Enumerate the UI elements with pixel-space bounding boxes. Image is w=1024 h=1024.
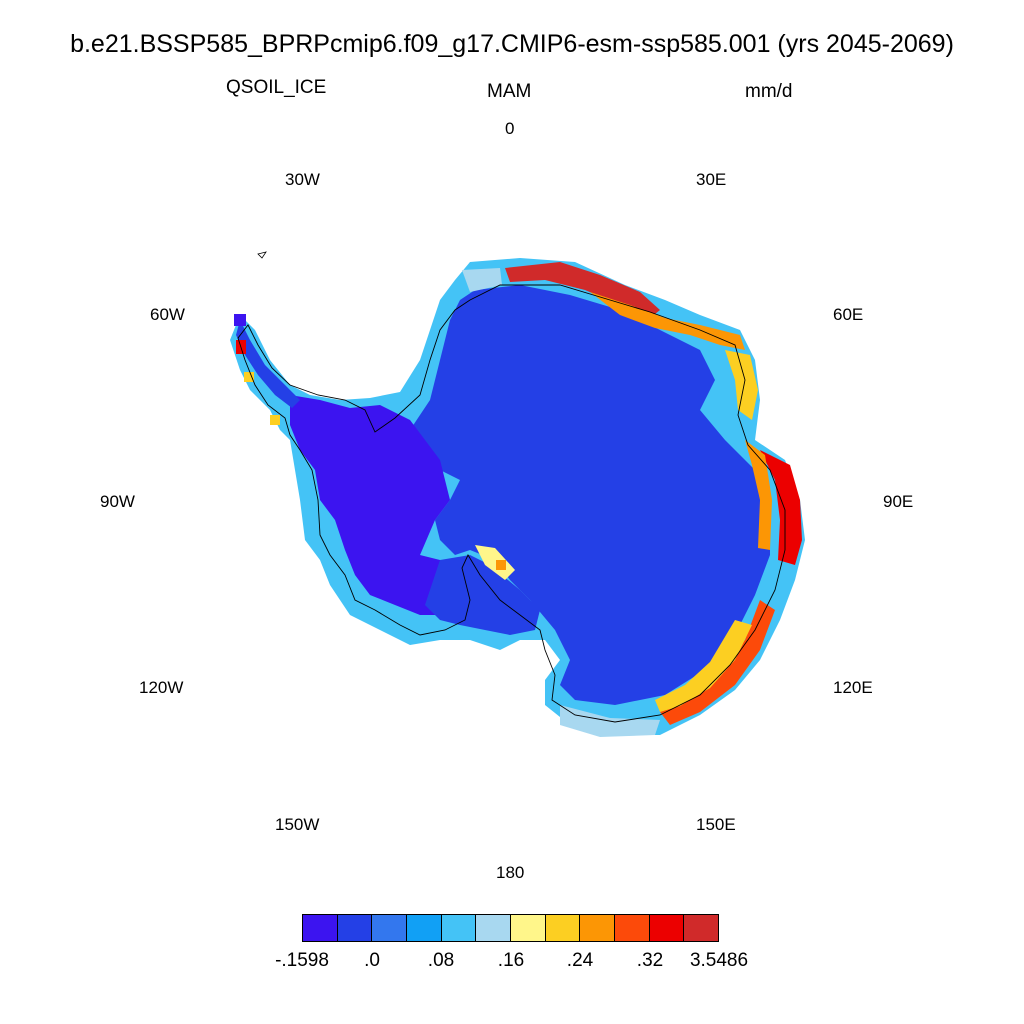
lon-label-150e: 150E	[696, 815, 736, 834]
warm-fringe-east-2	[745, 440, 772, 550]
south-america-tip	[257, 251, 267, 259]
peninsula-warm-2	[244, 372, 254, 382]
lon-label-180: 180	[496, 863, 525, 882]
lon-label-0: 0	[505, 119, 515, 138]
ice-sheet-east	[410, 285, 770, 705]
colorbar-swatch-4	[441, 915, 477, 941]
warm-fringe-ne	[725, 350, 758, 420]
lon-label-120e: 120E	[833, 678, 873, 697]
colorbar-swatch-0	[303, 915, 338, 941]
lon-label-120w: 120W	[139, 678, 184, 697]
colorbar-swatch-9	[615, 915, 650, 941]
lon-label-30w: 30W	[285, 170, 320, 189]
ross-warm-core	[496, 560, 506, 570]
coastline	[237, 284, 786, 723]
lon-label-90e: 90E	[883, 492, 914, 511]
colorbar-swatch-5	[476, 915, 512, 941]
ross-embayment	[425, 555, 540, 635]
colorbar-swatch-7	[545, 915, 581, 941]
peninsula-tip	[234, 314, 246, 326]
colorbar-label-4: .24	[566, 950, 594, 971]
lon-label-60w: 60W	[150, 305, 185, 324]
colorbar-swatch-8	[580, 915, 616, 941]
peninsula-warm-3	[270, 415, 280, 425]
page-title: b.e21.BSSP585_BPRPcmip6.f09_g17.CMIP6-es…	[70, 30, 954, 58]
colorbar-label-3: .16	[497, 950, 525, 971]
colorbar-label-6: 3.5486	[689, 950, 749, 971]
warm-fringe-se-2	[655, 620, 752, 712]
ross-warm-spot	[475, 545, 515, 580]
peninsula	[236, 320, 300, 408]
lon-label-150w: 150W	[275, 815, 320, 834]
lon-label-90w: 90W	[100, 492, 135, 511]
colorbar-label-2: .08	[427, 950, 455, 971]
map-fill	[230, 258, 805, 737]
colorbar-swatch-6	[511, 915, 546, 941]
colorbar-swatch-10	[649, 915, 685, 941]
colorbar-swatch-2	[372, 915, 408, 941]
antarctica-map	[230, 251, 805, 737]
lon-label-60e: 60E	[833, 305, 864, 324]
variable-label: QSOIL_ICE	[226, 77, 327, 98]
colorbar-swatch-1	[337, 915, 373, 941]
colorbar-swatch-11	[684, 915, 719, 941]
units-label: mm/d	[745, 81, 793, 102]
warm-fringe-north-2	[590, 292, 745, 350]
lon-label-30e: 30E	[696, 170, 727, 189]
colorbar-label-0: -.1598	[275, 950, 329, 971]
colorbar-swatch-3	[407, 915, 442, 941]
colorbar-label-1: .0	[364, 950, 380, 971]
colorbar	[302, 914, 719, 942]
colorbar-label-5: .32	[636, 950, 664, 971]
season-label: MAM	[487, 81, 532, 102]
warm-fringe-east	[760, 450, 802, 565]
light-pocket-1	[462, 268, 502, 292]
